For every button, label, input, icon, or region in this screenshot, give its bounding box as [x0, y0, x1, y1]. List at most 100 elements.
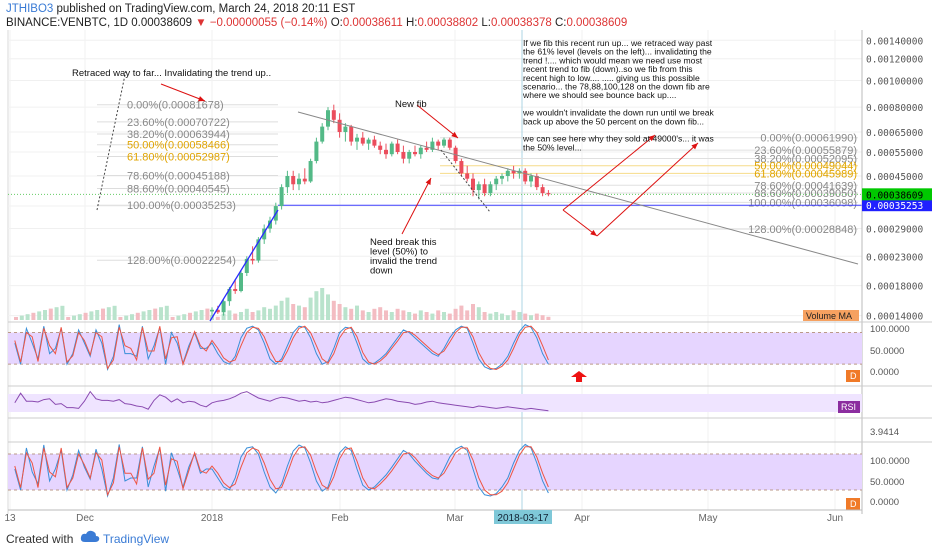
- price-change: −0.00000055 (−0.14%): [209, 17, 328, 29]
- arrow-need-break-head: [425, 178, 431, 185]
- up-arrow-icon: [571, 371, 587, 382]
- volume-bar: [418, 310, 423, 320]
- volume-bar: [66, 317, 71, 320]
- author-link[interactable]: JTHIBO3: [6, 3, 54, 15]
- pane-tick-label: 100.0000: [870, 324, 910, 335]
- candle-body: [349, 126, 354, 142]
- pane-badge-label-rsi: RSI: [841, 402, 856, 412]
- volume-bar: [221, 313, 226, 320]
- candle-body: [256, 239, 261, 261]
- volume-bar: [118, 317, 123, 320]
- price-tick-label: 0.00014000: [866, 312, 923, 323]
- downtrend-line: [297, 111, 859, 265]
- high-label: H:: [405, 17, 418, 29]
- volume-bar: [37, 311, 42, 320]
- annotations: Retraced way to far... Invalidating the …: [72, 38, 715, 277]
- close-value: 0.00038609: [566, 17, 628, 29]
- left-fib-label-8: 128.00%(0.00022254): [127, 255, 236, 267]
- last-price-axis-label: 0.00038609: [866, 190, 923, 201]
- candle-body: [395, 143, 400, 152]
- volume-bar: [279, 300, 284, 320]
- candle-body: [505, 170, 510, 176]
- price-axis[interactable]: 0.00140000 0.00120000 0.00100000 0.00080000…: [861, 30, 932, 514]
- volume-bar: [268, 308, 272, 320]
- volume-bar: [19, 315, 24, 320]
- candle-body: [314, 141, 319, 162]
- volume-bar: [106, 307, 111, 320]
- candle-body: [268, 220, 272, 229]
- volume-bar: [170, 317, 175, 320]
- price-tick-label: 0.00018000: [866, 282, 923, 293]
- price-tick-label: 0.00080000: [866, 103, 923, 114]
- left-fib-label-5: 78.60%(0.00045188): [127, 171, 230, 183]
- candle-body: [227, 288, 232, 302]
- price-tick-label: 0.00065000: [866, 128, 923, 139]
- low-label: L:: [481, 17, 491, 29]
- arrow-retraced-head: [198, 96, 205, 102]
- volume-bar: [540, 315, 545, 320]
- note-need-break-0: Need break this: [370, 237, 437, 248]
- volume-bar: [505, 315, 510, 320]
- pane-badge-label-stoch1: D: [850, 371, 857, 381]
- volume-bar: [453, 308, 458, 320]
- volume-bar: [459, 305, 464, 320]
- left-fib-label-3: 50.00%(0.00058466): [127, 140, 230, 152]
- volume-bar: [384, 310, 388, 320]
- change-arrow-icon: ▼: [195, 17, 207, 29]
- volume-bar: [326, 294, 330, 320]
- chart-canvas[interactable]: 0.00%(0.00081678)23.60%(0.00070722)38.20…: [0, 30, 932, 526]
- left-fib-label-6: 88.60%(0.00040545): [127, 183, 230, 195]
- note-retraced: Retraced way to far... Invalidating the …: [72, 68, 271, 79]
- volume-bar: [430, 313, 435, 320]
- candle-body: [331, 110, 336, 120]
- right-fib-label-4: 61.80%(0.00045989): [754, 168, 857, 180]
- candle-body: [546, 193, 551, 195]
- volume-bar: [262, 307, 267, 320]
- time-tick-label: May: [699, 513, 718, 524]
- time-tick-label: Feb: [331, 513, 349, 524]
- price-tick-label: 0.00100000: [866, 76, 923, 87]
- volume-bar: [135, 312, 140, 320]
- pane-tick-label: 50.0000: [870, 346, 904, 357]
- candle-body: [424, 147, 429, 150]
- volume-bar: [176, 315, 181, 320]
- volume-bar: [239, 312, 243, 320]
- volume-bar: [256, 310, 261, 320]
- close-label: C:: [554, 17, 567, 29]
- volume-bar: [465, 310, 470, 320]
- candle-body: [540, 187, 545, 194]
- candle-body: [221, 301, 226, 313]
- price-tick-label: 0.00055000: [866, 148, 923, 159]
- volume-bar: [436, 310, 441, 320]
- right-fib-label-3: 50.00%(0.00049044): [754, 161, 857, 173]
- candle-body: [320, 126, 325, 142]
- volume-bar: [349, 308, 354, 320]
- right-fib-diagonal: [440, 149, 491, 213]
- volume-bar: [297, 305, 301, 320]
- candle-body: [511, 170, 516, 174]
- volume-bar: [511, 310, 516, 320]
- arrow-scenario-up1-head: [648, 135, 655, 142]
- note-scenario-11: we can see here why they sold at 49000's…: [522, 134, 714, 144]
- note-scenario-2: trend !.... which would mean we need use…: [523, 55, 703, 65]
- volume-bar: [112, 305, 117, 320]
- time-tick-label: 2018: [201, 513, 224, 524]
- volume-bar: [343, 307, 348, 320]
- volume-bar: [366, 312, 371, 320]
- symbol-interval[interactable]: BINANCE:VENBTC, 1D: [6, 17, 129, 29]
- time-highlight-bg: [494, 510, 552, 524]
- arrow-scenario-up2-head: [691, 143, 698, 150]
- volume-bar: [227, 310, 232, 320]
- volume-bar: [308, 297, 313, 320]
- volume-bar: [250, 312, 255, 320]
- time-tick-label: Apr: [574, 513, 590, 524]
- volume-bar: [95, 310, 100, 320]
- volume-bar: [83, 312, 88, 320]
- volume-bar: [314, 291, 319, 320]
- time-axis[interactable]: 13 Dec 2018 Feb Mar Apr May Jun 2018-03-17: [4, 509, 862, 524]
- candle-body: [529, 176, 533, 182]
- volume-bar: [285, 297, 290, 320]
- publish-line: JTHIBO3 published on TradingView.com, Ma…: [6, 2, 355, 16]
- tradingview-logo-text[interactable]: TradingView: [103, 532, 170, 546]
- volume-bar: [182, 314, 187, 320]
